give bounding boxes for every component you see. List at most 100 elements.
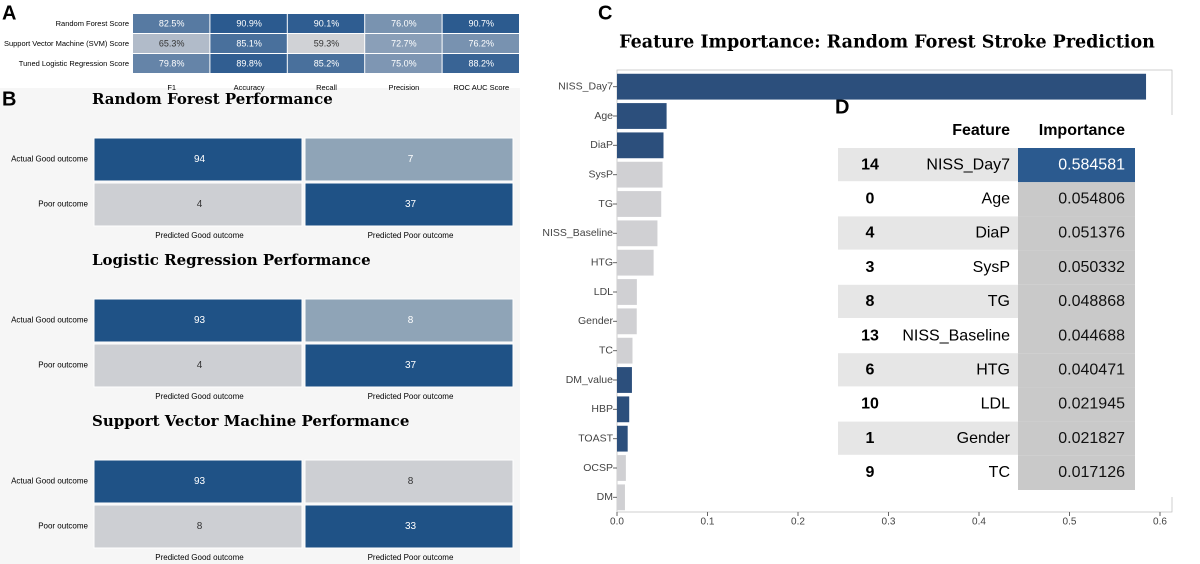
cell-label: 59.3% — [314, 38, 340, 48]
chart-title: Feature Importance: Random Forest Stroke… — [619, 33, 1155, 53]
cell-label: 33 — [405, 521, 417, 532]
column-label: Predicted Poor outcome — [368, 392, 454, 401]
heatmap-cell — [365, 34, 442, 53]
importance-cell — [1018, 455, 1135, 490]
heatmap-cell — [365, 14, 442, 33]
x-tick-label: 0.2 — [791, 517, 805, 528]
importance-value: 0.040471 — [1058, 362, 1125, 379]
row-index: 9 — [866, 464, 875, 481]
y-tick-label: HBP — [591, 403, 613, 415]
cell-label: 4 — [197, 360, 203, 371]
column-label: Recall — [316, 83, 337, 92]
column-label: Predicted Good outcome — [155, 231, 244, 240]
column-label: Predicted Poor outcome — [368, 231, 454, 240]
importance-cell — [1018, 216, 1135, 251]
x-tick-label: 0.0 — [610, 517, 624, 528]
row-index: 14 — [861, 156, 879, 173]
importance-value: 0.017126 — [1058, 464, 1125, 481]
cell-label: 90.1% — [314, 18, 340, 28]
row-label: Tuned Logistic Regression Score — [19, 59, 129, 68]
row-label: Poor outcome — [38, 522, 88, 531]
row-index: 6 — [866, 362, 875, 379]
matrix-title: Random Forest Performance — [92, 90, 333, 108]
panel-label: C — [598, 2, 612, 24]
y-tick-label: TOAST — [578, 432, 613, 444]
heatmap-cell — [210, 14, 287, 33]
importance-cell — [1018, 182, 1135, 217]
row-label: Actual Good outcome — [11, 316, 88, 325]
heatmap-cell — [133, 54, 210, 73]
importance-cell — [1018, 319, 1135, 354]
bar — [617, 455, 626, 481]
panel-label: A — [2, 2, 16, 24]
row-label: Poor outcome — [38, 200, 88, 209]
cell-label: 8 — [408, 476, 414, 487]
panel-label: D — [835, 96, 849, 118]
matrix-cell — [93, 182, 303, 227]
y-tick-label: NISS_Baseline — [542, 227, 613, 239]
column-label: Predicted Good outcome — [155, 392, 244, 401]
feature-name: SysP — [973, 259, 1010, 276]
row-index: 13 — [861, 327, 879, 344]
heatmap-cell — [442, 14, 519, 33]
column-label: F1 — [167, 83, 176, 92]
feature-name: NISS_Baseline — [902, 327, 1010, 344]
importance-cell — [1018, 387, 1135, 422]
y-tick-label: Gender — [578, 315, 614, 327]
importance-value: 0.584581 — [1058, 156, 1125, 173]
cell-label: 88.2% — [469, 58, 495, 68]
importance-value: 0.044688 — [1058, 327, 1125, 344]
row-index: 4 — [866, 225, 875, 242]
importance-value: 0.054806 — [1058, 191, 1125, 208]
row-band — [838, 353, 1018, 387]
x-tick-label: 0.4 — [972, 517, 986, 528]
row-index: 0 — [866, 191, 875, 208]
heatmap-cell — [287, 54, 365, 73]
row-index: 3 — [866, 259, 875, 276]
cell-label: 37 — [405, 199, 417, 210]
matrix-title: Logistic Regression Performance — [92, 251, 371, 269]
cell-label: 85.1% — [236, 38, 262, 48]
heatmap-cell — [133, 14, 210, 33]
bar — [617, 337, 633, 364]
cell-label: 90.7% — [469, 18, 495, 28]
y-tick-label: SysP — [588, 168, 613, 180]
row-index: 10 — [861, 396, 879, 413]
row-band — [838, 284, 1018, 318]
heatmap-cell — [287, 14, 365, 33]
matrix-cell — [304, 504, 514, 549]
bar — [617, 191, 662, 217]
feature-name: TC — [989, 464, 1010, 481]
importance-value: 0.051376 — [1058, 225, 1125, 242]
feature-name: LDL — [981, 396, 1010, 413]
y-tick-label: LDL — [594, 286, 613, 298]
table-header: Feature — [952, 122, 1010, 139]
bar — [617, 249, 654, 276]
cell-label: 76.2% — [469, 38, 495, 48]
y-tick-label: TG — [598, 198, 613, 210]
matrix-cell — [304, 343, 514, 388]
matrix-cell — [304, 137, 514, 182]
matrix-cell — [304, 182, 514, 227]
cell-label: 90.9% — [236, 18, 262, 28]
bar — [617, 308, 637, 335]
column-label: Precision — [388, 83, 419, 92]
y-tick-label: HTG — [591, 256, 613, 268]
bar — [617, 425, 628, 452]
matrix-cell — [304, 298, 514, 343]
y-tick-label: Age — [594, 110, 613, 122]
x-tick-label: 0.5 — [1063, 517, 1077, 528]
heatmap-cell — [442, 34, 519, 53]
importance-cell — [1018, 353, 1135, 388]
bar — [617, 220, 658, 247]
bar — [617, 132, 664, 159]
importance-value: 0.050332 — [1058, 259, 1125, 276]
heatmap-cell — [210, 34, 287, 53]
feature-name: Age — [982, 191, 1011, 208]
x-tick-label: 0.6 — [1153, 517, 1167, 528]
cell-label: 82.5% — [159, 18, 185, 28]
feature-name: TG — [988, 293, 1010, 310]
cell-label: 85.2% — [314, 58, 340, 68]
cell-label: 94 — [194, 154, 206, 165]
